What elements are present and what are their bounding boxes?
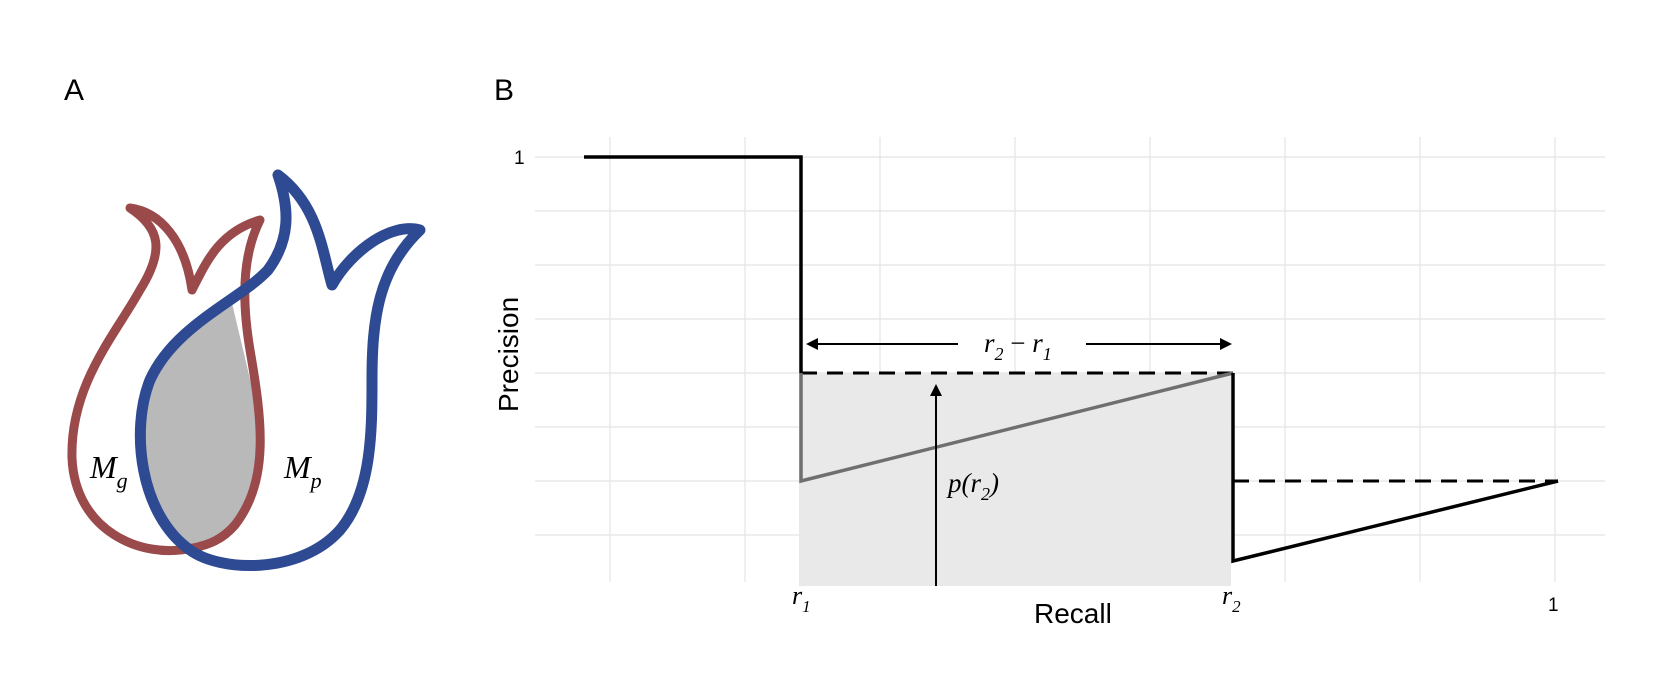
width-arrow [806, 338, 1232, 350]
shaded-area [799, 373, 1231, 586]
height-arrow [930, 384, 942, 586]
mp-shape [134, 169, 426, 572]
y-axis-title: Precision [493, 297, 524, 412]
mg-shape [67, 203, 265, 556]
mg-label: Mg [89, 449, 128, 493]
height-label: p(r2) [946, 468, 999, 504]
precision-curve-right [1231, 373, 1559, 564]
y-tick-top: 1 [514, 148, 525, 169]
x-tick-r1: r1 [792, 581, 811, 616]
panel-b: B [493, 74, 1605, 629]
precision-curve [584, 155, 803, 373]
mp-label: Mp [283, 449, 322, 493]
x-tick-r2: r2 [1222, 581, 1241, 616]
x-tick-end: 1 [1548, 595, 1559, 616]
panel-a-letter: A [64, 74, 84, 107]
x-axis-title: Recall [1034, 598, 1112, 629]
raw-precision-gray [799, 371, 1234, 484]
panel-b-letter: B [494, 74, 514, 107]
width-label: r2 − r1 [984, 328, 1052, 364]
panel-a: A Mg Mp [64, 74, 426, 572]
overlap-region [139, 303, 262, 548]
